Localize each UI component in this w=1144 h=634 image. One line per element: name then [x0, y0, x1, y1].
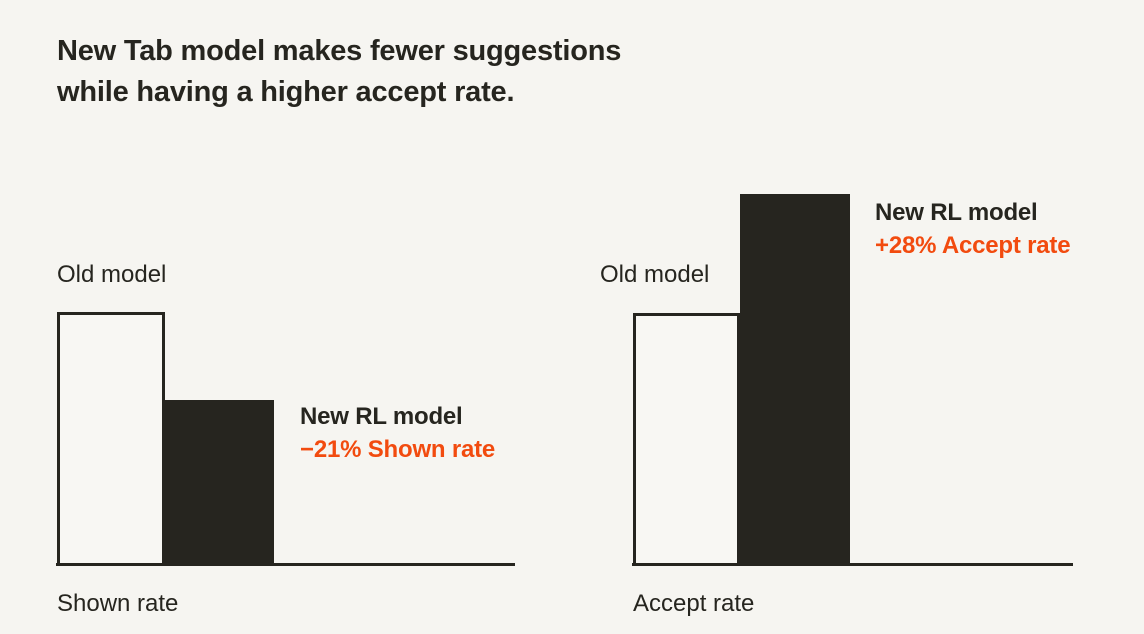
- figure-title-line-2: while having a higher accept rate.: [57, 76, 515, 108]
- shown-annotation-delta: −21% Shown rate: [300, 436, 496, 463]
- shown-old-model-bar: [57, 312, 165, 566]
- shown-annotation-model-name: New RL model: [300, 403, 463, 430]
- accept-annotation: New RL model +28% Accept rate: [875, 196, 1071, 262]
- shown-new-model-bar: [165, 400, 274, 566]
- accept-rate-axis-label: Accept rate: [633, 590, 755, 617]
- accept-old-model-label: Old model: [600, 261, 710, 288]
- shown-rate-axis-label: Shown rate: [57, 590, 179, 617]
- accept-annotation-delta: +28% Accept rate: [875, 232, 1071, 259]
- figure-title: New Tab model makes fewer suggestions wh…: [57, 31, 621, 113]
- shown-old-model-label: Old model: [57, 261, 167, 288]
- accept-annotation-model-name: New RL model: [875, 199, 1038, 226]
- shown-x-axis-line: [56, 563, 515, 566]
- accept-old-model-bar: [633, 313, 740, 566]
- accept-new-model-bar: [740, 194, 850, 566]
- figure-title-line-1: New Tab model makes fewer suggestions: [57, 35, 622, 67]
- accept-x-axis-line: [632, 563, 1073, 566]
- shown-annotation: New RL model −21% Shown rate: [300, 400, 495, 466]
